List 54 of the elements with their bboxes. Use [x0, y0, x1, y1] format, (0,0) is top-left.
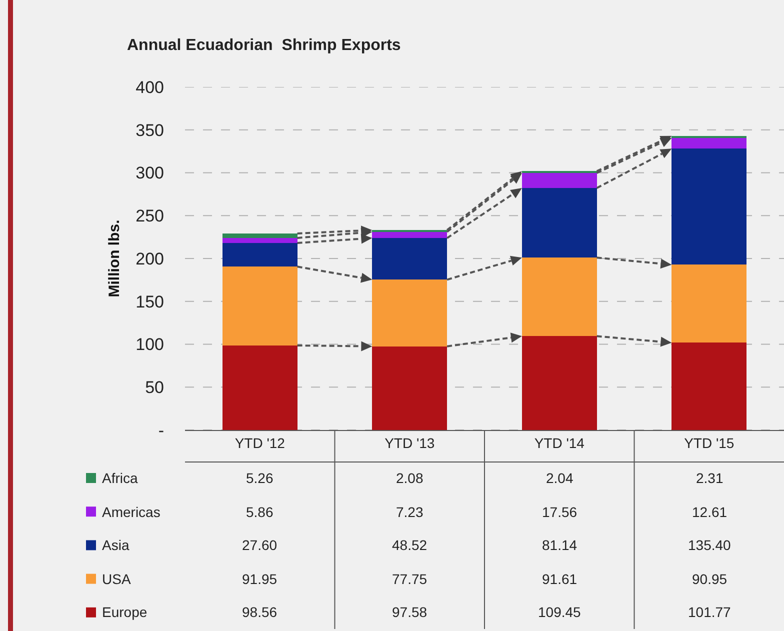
bar [672, 342, 747, 430]
data-label: 7.23 [396, 504, 424, 520]
data-label: 12.61 [692, 504, 728, 520]
y-tick-label: 300 [136, 164, 164, 183]
y-tick-label: 250 [136, 206, 164, 226]
bar [522, 258, 597, 336]
y-tick-label: 400 [136, 78, 164, 97]
data-label: 81.14 [542, 537, 578, 553]
data-label: 90.95 [692, 571, 728, 587]
bar [222, 238, 298, 243]
data-label: 5.26 [246, 470, 274, 486]
data-label: 98.56 [242, 604, 278, 620]
bar [222, 233, 298, 238]
chart-title: Annual Ecuadorian Shrimp Exports [127, 37, 401, 54]
legend-label: Africa [102, 470, 138, 486]
bar [522, 188, 597, 258]
data-label: 27.60 [242, 537, 278, 553]
data-label: 101.77 [688, 604, 732, 620]
bar [672, 148, 747, 265]
x-tick-label: YTD '12 [234, 434, 286, 451]
y-tick-label: 150 [136, 292, 164, 312]
bar [372, 346, 448, 430]
y-axis-title: Million lbs. [106, 220, 123, 298]
bar [222, 345, 298, 430]
data-label: 135.40 [688, 537, 732, 553]
legend-label: Europe [102, 604, 148, 620]
bar [372, 280, 448, 346]
bar [372, 238, 448, 280]
data-label: 91.61 [542, 571, 578, 587]
legend-label: Americas [102, 504, 160, 520]
bar [522, 336, 597, 430]
x-tick-label: YTD '14 [534, 434, 585, 451]
x-tick-label: YTD '15 [684, 434, 734, 451]
y-tick-label: - [158, 420, 164, 440]
data-label: 48.52 [392, 537, 428, 553]
data-label: 5.86 [246, 504, 274, 520]
legend-label: USA [102, 571, 132, 587]
data-label: 2.08 [396, 470, 424, 486]
y-tick-label: 350 [136, 120, 164, 140]
bar [222, 242, 298, 267]
data-label: 17.56 [542, 504, 578, 520]
bar [222, 266, 298, 346]
data-label: 2.04 [546, 470, 574, 486]
data-label: 97.58 [392, 604, 428, 620]
data-label: 2.31 [696, 470, 724, 486]
data-label: 77.75 [392, 571, 428, 587]
y-tick-label: 50 [145, 378, 164, 398]
y-tick-label: 200 [136, 249, 164, 268]
data-label: 91.95 [242, 571, 278, 587]
data-label: 109.45 [538, 604, 582, 620]
bar [672, 264, 747, 343]
legend-label: Asia [102, 537, 130, 553]
x-tick-label: YTD '13 [384, 434, 435, 451]
y-tick-label: 100 [136, 335, 164, 354]
